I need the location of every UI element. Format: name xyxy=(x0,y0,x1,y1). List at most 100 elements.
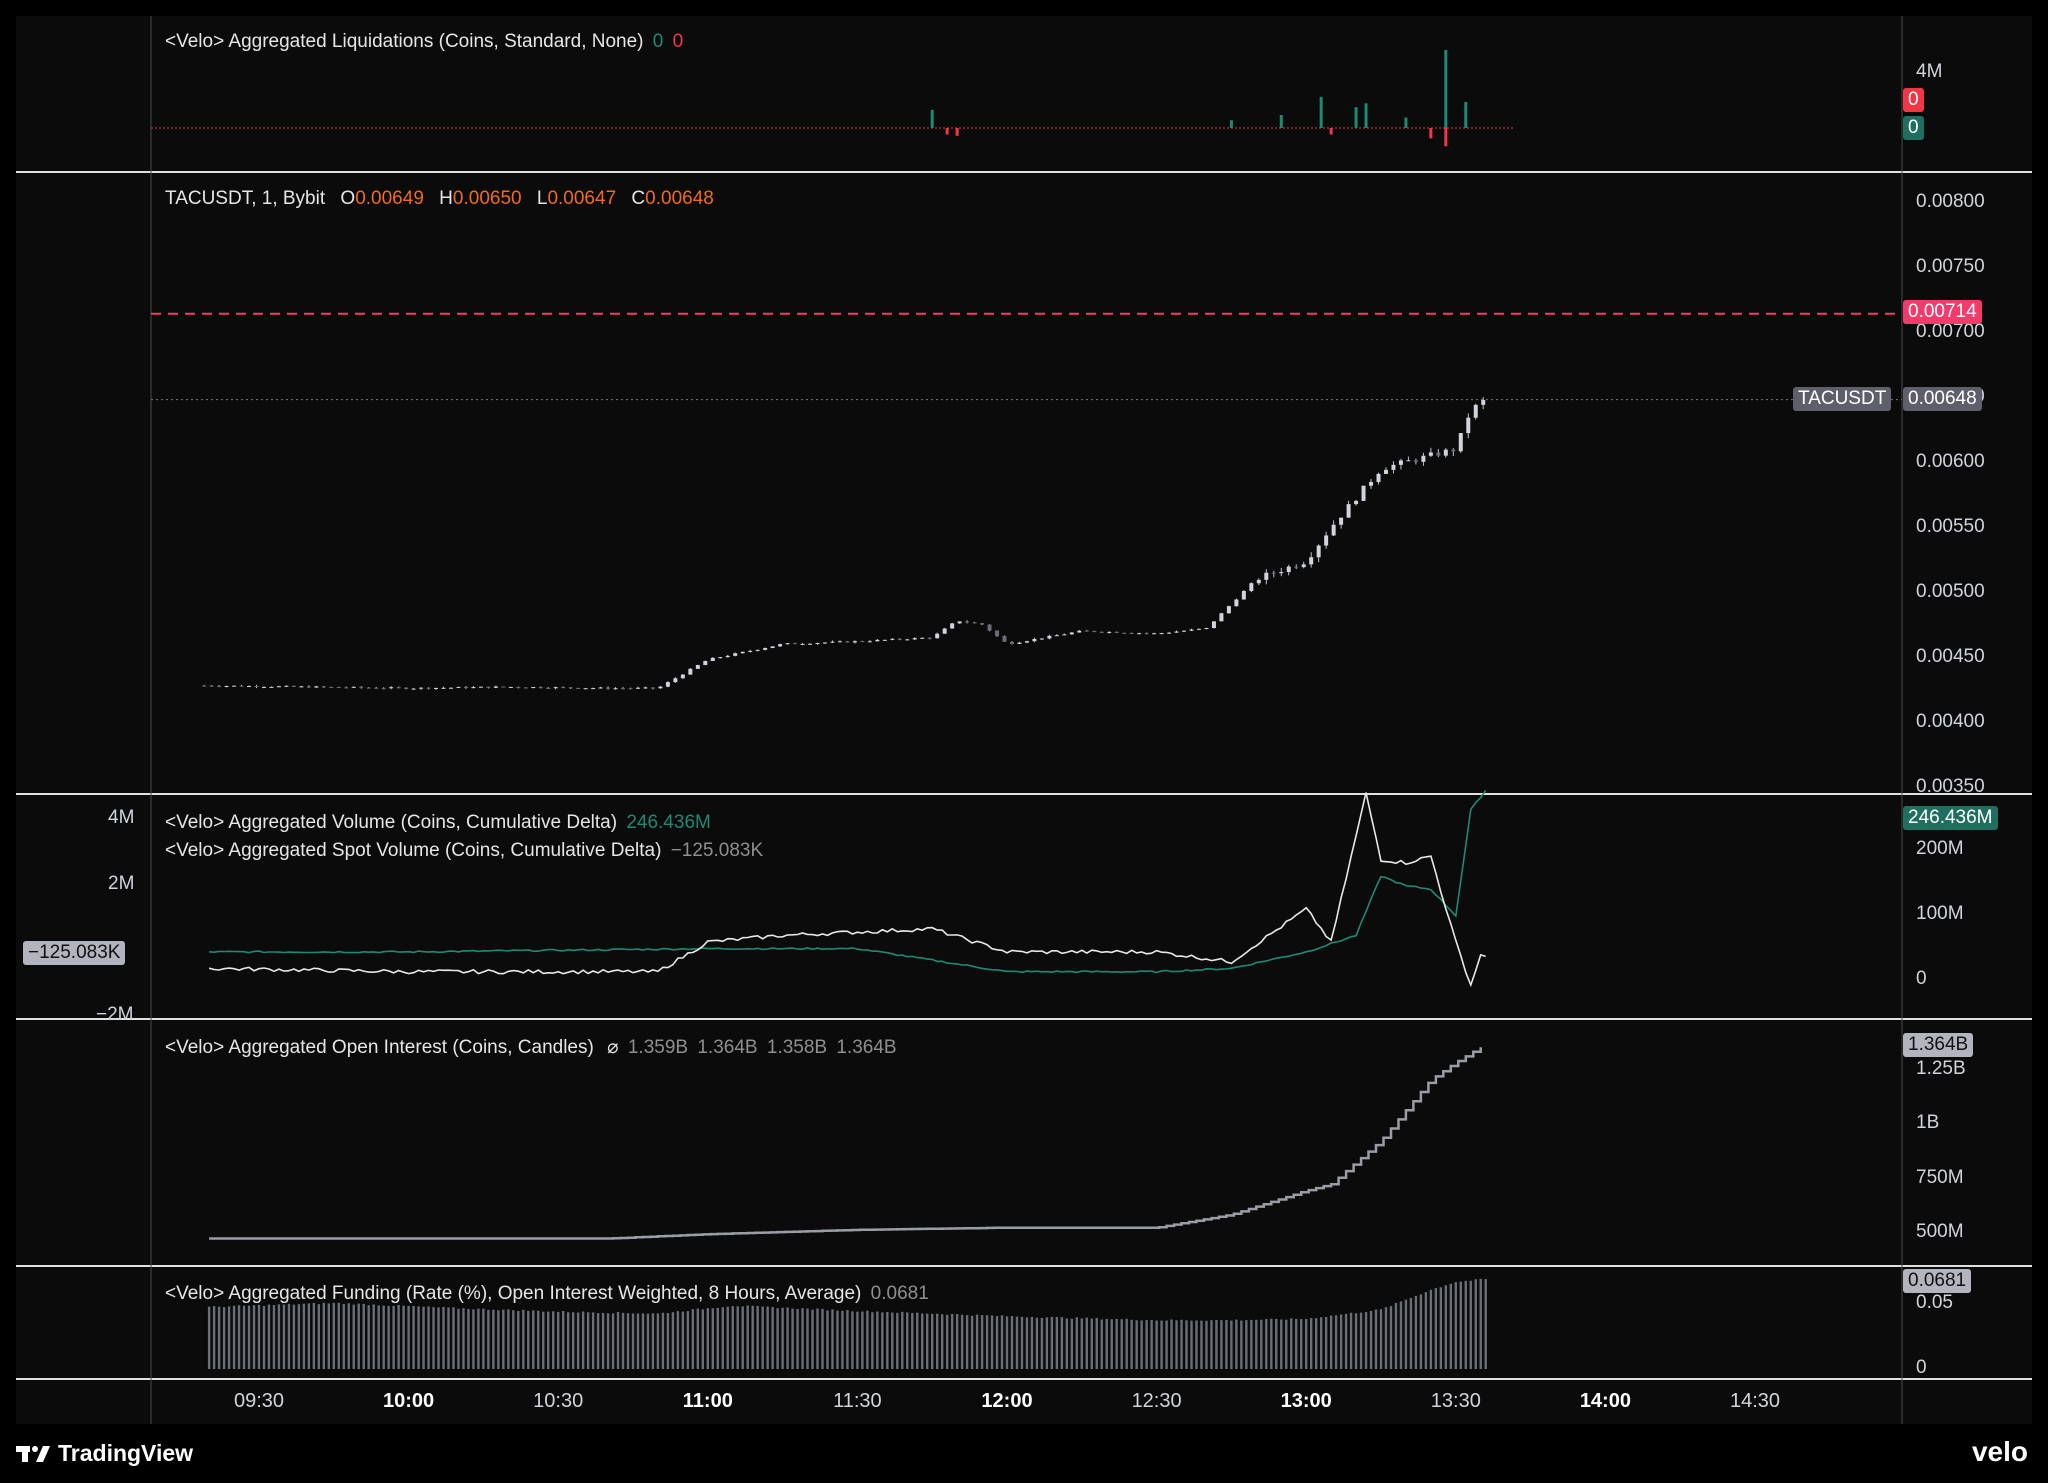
candle-body xyxy=(1159,633,1164,635)
volume-legend[interactable]: <Velo> Aggregated Volume (Coins, Cumulat… xyxy=(165,812,711,834)
price-legend[interactable]: TACUSDT, 1, Bybit O0.00649 H0.00650 L0.0… xyxy=(165,188,714,210)
candle-body xyxy=(1294,566,1299,568)
liquidations-long-value: 0 xyxy=(652,31,664,52)
funding-bar xyxy=(896,1312,899,1369)
candle-body xyxy=(1256,579,1261,584)
candle-body xyxy=(1369,481,1374,486)
candle-body xyxy=(1443,449,1448,456)
funding-bar xyxy=(776,1308,779,1369)
funding-bar xyxy=(492,1309,495,1369)
funding-bar xyxy=(995,1316,999,1369)
funding-bar xyxy=(876,1311,879,1369)
funding-bar xyxy=(1419,1294,1423,1369)
candle-body xyxy=(224,685,229,687)
funding-bar xyxy=(1374,1309,1378,1369)
funding-bar xyxy=(701,1309,705,1369)
oi-title: <Velo> Aggregated Open Interest (Coins, … xyxy=(165,1037,594,1058)
funding-bar xyxy=(1285,1319,1288,1369)
price-axis-label: 0.00750 xyxy=(1916,256,1985,277)
funding-bar xyxy=(367,1305,370,1369)
chart-background xyxy=(16,16,2032,1424)
price-axis-label: 0.00500 xyxy=(1916,581,1985,602)
funding-bar xyxy=(392,1305,395,1369)
candle-body xyxy=(1017,642,1022,644)
funding-bar xyxy=(1309,1318,1313,1369)
candle-body xyxy=(1234,599,1239,607)
funding-bar xyxy=(1379,1309,1383,1369)
funding-bar xyxy=(1170,1319,1173,1369)
liquidation-bar xyxy=(1444,128,1448,147)
funding-bar xyxy=(1095,1317,1098,1369)
funding-bar xyxy=(921,1313,924,1369)
candle-body xyxy=(434,687,439,689)
liquidation-bar xyxy=(1444,50,1448,128)
alert-price-tag[interactable]: 0.00714 xyxy=(1903,300,1982,324)
funding-bar xyxy=(362,1303,365,1369)
candle-body xyxy=(1009,641,1014,644)
funding-bar xyxy=(1135,1320,1138,1369)
oi-legend[interactable]: <Velo> Aggregated Open Interest (Coins, … xyxy=(165,1036,897,1059)
candle-body xyxy=(718,657,723,659)
candle-body xyxy=(957,621,962,624)
last-price-tag: 0.00648 xyxy=(1903,387,1982,411)
funding-bar xyxy=(1245,1320,1248,1369)
candle-body xyxy=(396,687,401,689)
funding-bar xyxy=(1354,1313,1358,1369)
funding-bar xyxy=(292,1304,296,1369)
candle-body xyxy=(935,633,940,639)
candle-body xyxy=(808,643,813,645)
funding-bar xyxy=(721,1307,724,1369)
funding-bar xyxy=(576,1312,580,1369)
funding-bar xyxy=(846,1310,849,1369)
funding-value: 0.0681 xyxy=(870,1283,929,1304)
funding-bar xyxy=(826,1310,829,1369)
tradingview-logo[interactable]: TradingView xyxy=(16,1440,193,1467)
candle-body xyxy=(448,687,453,689)
velo-logo[interactable]: velo xyxy=(1971,1436,2028,1467)
funding-bar xyxy=(1334,1315,1338,1369)
funding-bar xyxy=(741,1306,744,1369)
candle-body xyxy=(830,641,835,643)
candle-body xyxy=(695,665,700,669)
funding-bar xyxy=(1110,1319,1113,1369)
funding-bar xyxy=(1399,1301,1403,1369)
candle-body xyxy=(217,686,222,688)
funding-bar xyxy=(1314,1318,1318,1369)
funding-bar xyxy=(1125,1318,1128,1369)
candle-body xyxy=(538,687,543,689)
spot-volume-legend[interactable]: <Velo> Aggregated Spot Volume (Coins, Cu… xyxy=(165,840,763,862)
oi-axis-1-25b: 1.25B xyxy=(1916,1058,1966,1079)
candle-body xyxy=(837,641,842,643)
funding-bar xyxy=(1005,1316,1009,1369)
funding-bar xyxy=(1349,1312,1353,1369)
funding-bar xyxy=(990,1315,994,1369)
candle-body xyxy=(1466,417,1471,434)
volume-value: 246.436M xyxy=(626,812,711,833)
candle-body xyxy=(1309,557,1314,565)
candle-body xyxy=(486,686,491,688)
price-axis-label: 0.00400 xyxy=(1916,711,1985,732)
funding-bar xyxy=(1434,1288,1438,1369)
funding-bar xyxy=(676,1311,680,1369)
funding-bar xyxy=(237,1305,241,1369)
candle-body xyxy=(710,657,715,661)
funding-bar xyxy=(1090,1318,1093,1369)
candle-body xyxy=(202,685,207,687)
funding-bar xyxy=(257,1304,261,1369)
funding-bar xyxy=(691,1309,695,1369)
candle-body xyxy=(381,688,386,690)
funding-bar xyxy=(786,1307,789,1369)
funding-bar xyxy=(1439,1287,1443,1369)
candle-body xyxy=(1107,631,1112,633)
candle-body xyxy=(845,641,850,643)
funding-bar xyxy=(1359,1312,1363,1369)
candle-body xyxy=(598,687,603,689)
funding-bar xyxy=(442,1306,445,1369)
liquidations-legend[interactable]: <Velo> Aggregated Liquidations (Coins, S… xyxy=(165,31,683,53)
funding-legend[interactable]: <Velo> Aggregated Funding (Rate (%), Ope… xyxy=(165,1283,929,1305)
time-axis-label: 09:30 xyxy=(233,1390,285,1412)
price-axis-label: 0.00550 xyxy=(1916,516,1985,537)
candle-body xyxy=(1039,638,1044,640)
low-value: 0.00647 xyxy=(547,188,617,209)
